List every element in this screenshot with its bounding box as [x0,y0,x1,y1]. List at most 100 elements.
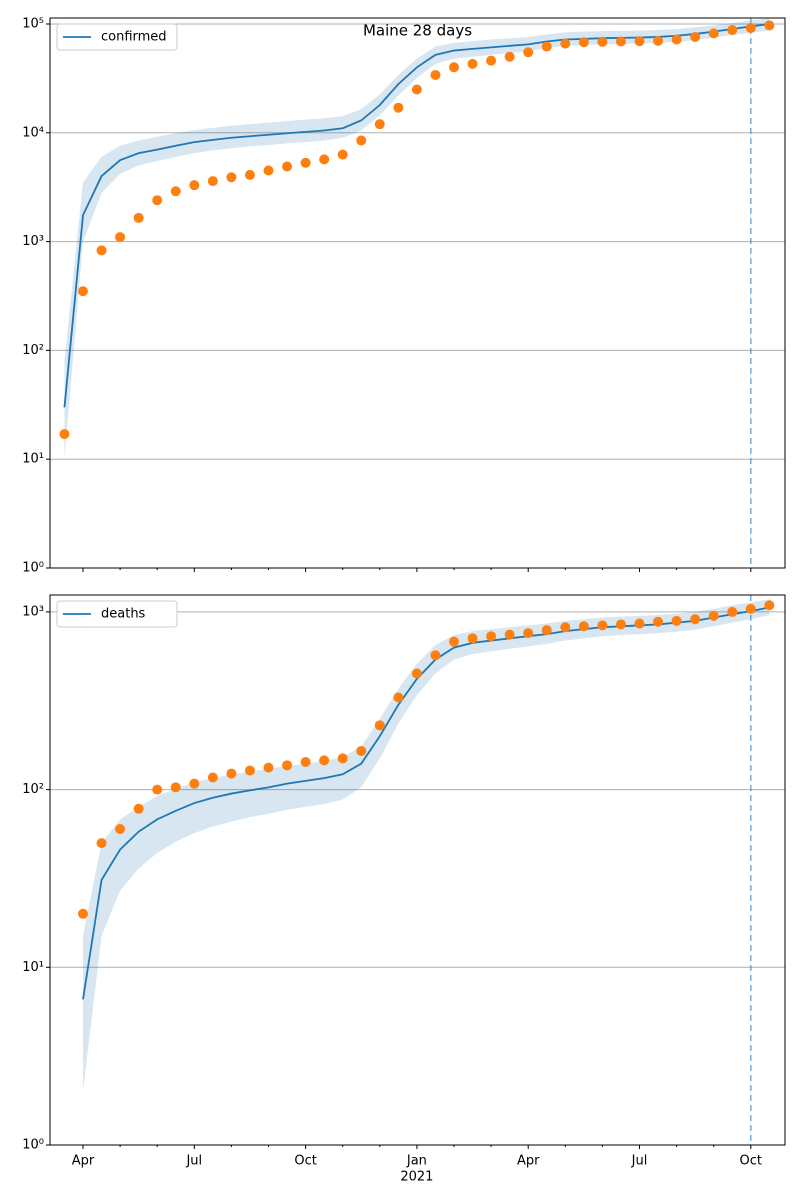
y-tick-label: 10³ [22,604,44,619]
y-tick-label: 10² [22,343,44,358]
observed-point [374,720,385,731]
observed-point [597,620,608,631]
observed-point [319,154,330,165]
y-tick-label: 10¹ [22,452,44,467]
observed-point [337,149,348,160]
observed-point [152,195,163,206]
observed-point [449,62,459,73]
observed-point [560,38,571,49]
observed-point [634,36,645,47]
legend-frame [56,600,178,628]
observed-point [356,135,367,146]
y-tick-label: 10⁵ [22,16,44,31]
observed-point [319,755,330,766]
x-tick-label: Jul [185,1154,202,1169]
y-tick-label: 10² [22,782,44,797]
axes-frame [49,17,786,569]
observed-point [504,629,515,640]
observed-point [189,180,200,191]
band [83,599,770,1092]
observed-point [263,165,274,176]
observed-point [597,36,608,47]
observed-point [207,176,218,187]
observed-point [634,618,645,629]
legend-frame [56,23,178,51]
legend: confirmed [56,23,178,51]
legend-label: deaths [101,607,146,622]
observed-point [690,31,701,42]
observed-point [133,803,144,814]
x-year-label: 2021 [400,1170,433,1185]
observed-point [764,20,775,31]
observed-point [133,212,144,223]
observed-point [615,619,626,630]
observed-point [374,119,385,130]
observed-point [115,232,126,243]
observed-point [152,784,163,795]
x-tick-label: Apr [517,1154,540,1169]
axes-frame [49,594,786,1146]
observed-point [671,34,682,45]
observed-point [226,172,237,183]
observed-point [393,102,404,113]
x-tick-label: Jul [631,1154,648,1169]
observed-point [745,603,756,614]
legend: deaths [56,600,178,628]
observed-point [282,760,293,771]
observed-point [467,633,478,644]
observed-point [244,169,255,180]
observed-point [96,245,107,256]
observed-point [486,55,497,66]
observed-point [300,157,311,168]
y-tick-label: 10³ [22,234,44,249]
observed-point [541,625,552,636]
observed-point [411,668,422,679]
observed-point [393,692,404,703]
chart-title: Maine 28 days [363,22,472,40]
x-tick-label: Jan [406,1154,427,1169]
observed-point [430,69,441,80]
x-tick-label: Oct [740,1154,762,1169]
observed-point [727,25,738,36]
y-tick-label: 10⁰ [22,1138,44,1153]
observed-point [504,51,515,62]
observed-point [207,772,218,783]
observed-point [411,84,422,95]
observed-point [59,429,70,440]
observed-point [467,58,478,69]
observed-point [282,161,293,172]
axes: 10⁰ 10¹ 10² 10³ 10⁴ 10⁵ confirmed Maine 28 days [22,16,786,576]
observed-point [300,757,311,768]
observed-point [708,610,719,621]
observed-point [690,614,701,625]
observed-point [170,186,181,197]
observed-point [523,47,534,58]
observed-point [653,35,664,46]
observed-point [449,636,459,647]
observed-point [486,631,497,642]
band [64,18,770,460]
plot-area [50,18,785,568]
x-tick-label: Apr [72,1154,95,1169]
observed-point [523,628,534,639]
observed-point [189,778,200,789]
observed-point [226,768,237,779]
observed-point [653,616,664,627]
observed-point [560,622,571,633]
observed-point [96,838,107,849]
x-tick-label: Oct [294,1154,316,1169]
legend-label: confirmed [101,30,167,45]
observed-point [578,621,589,632]
observed-point [578,37,589,48]
observed-point [430,650,441,661]
observed-point [170,782,181,793]
model-line [63,23,770,408]
observed-point [764,600,775,611]
observed-point [78,908,88,919]
observed-point [263,762,274,773]
observed-point [745,22,756,33]
observed-point [115,824,126,835]
observed-point [727,606,738,617]
